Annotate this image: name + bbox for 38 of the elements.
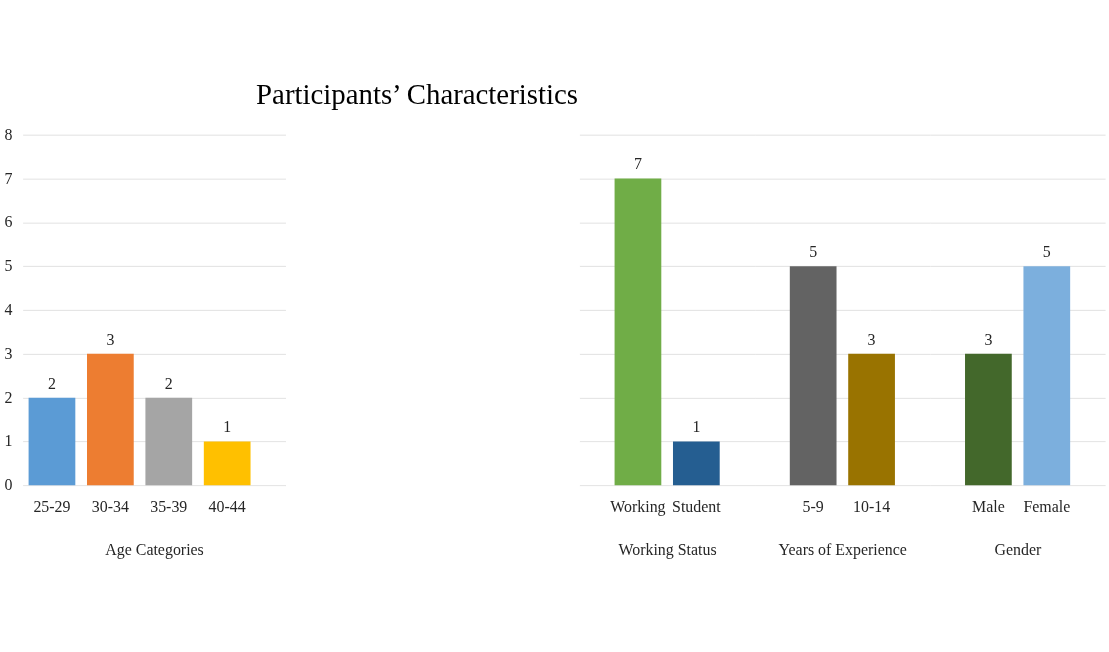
x-tick-label: Student (672, 498, 722, 516)
x-axis-title: Working Status (618, 541, 717, 560)
data-label: 3 (984, 330, 993, 348)
y-tick-label: 4 (4, 300, 13, 318)
data-label: 3 (867, 330, 876, 348)
x-tick-label: 30-34 (91, 498, 129, 516)
y-tick-label: 0 (4, 476, 13, 494)
x-tick-label: 5-9 (802, 498, 824, 516)
data-label: 5 (809, 243, 818, 261)
data-label: 1 (223, 418, 232, 436)
bar (203, 441, 251, 486)
x-axis-title: Age Categories (105, 541, 204, 560)
y-tick-label: 5 (4, 257, 13, 275)
x-tick-label: 35-39 (150, 498, 188, 516)
x-axis-title: Years of Experience (778, 541, 907, 560)
data-label: 2 (47, 374, 56, 392)
data-label: 7 (633, 155, 642, 173)
x-tick-label: 40-44 (208, 498, 246, 516)
text: Participants’ Characteristics (256, 77, 578, 110)
data-label: 1 (692, 418, 701, 436)
data-label: 5 (1042, 243, 1051, 261)
y-tick-label: 7 (4, 169, 13, 187)
bar (145, 397, 193, 486)
x-tick-label: Male (972, 498, 1005, 516)
data-label: 3 (106, 330, 115, 348)
x-tick-label: 25-29 (33, 498, 71, 516)
x-axis-title: Gender (994, 541, 1043, 559)
x-tick-label: Female (1023, 498, 1071, 516)
bar (87, 353, 134, 486)
y-tick-label: 6 (4, 213, 13, 231)
y-tick-label: 1 (4, 432, 13, 450)
data-label: 2 (164, 374, 173, 392)
y-tick-label: 8 (4, 125, 13, 143)
x-tick-label: 10-14 (853, 498, 891, 516)
x-tick-label: Working (610, 498, 666, 517)
bar (28, 397, 76, 486)
y-tick-label: 3 (4, 344, 13, 362)
y-tick-label: 2 (4, 388, 13, 406)
